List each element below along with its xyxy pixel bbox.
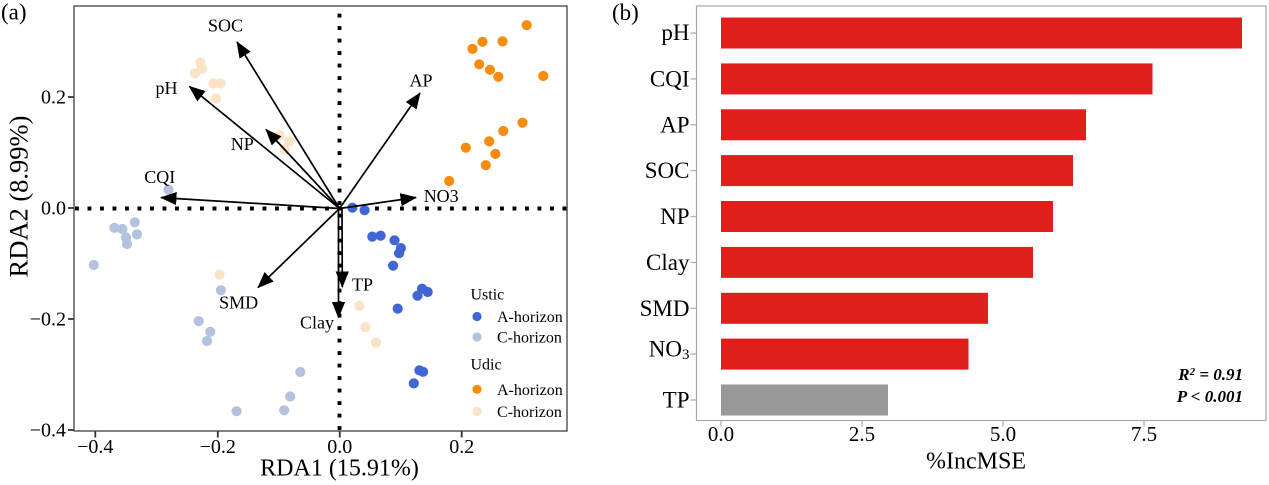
svg-text:C-horizon: C-horizon [497, 404, 562, 421]
svg-text:pH: pH [156, 78, 178, 98]
svg-text:−0.4: −0.4 [30, 419, 66, 441]
svg-text:Ustic: Ustic [471, 286, 505, 303]
svg-text:NO3: NO3 [424, 186, 459, 206]
svg-text:C-horizon: C-horizon [497, 330, 562, 347]
svg-text:0.0: 0.0 [708, 422, 734, 446]
svg-text:−0.4: −0.4 [77, 436, 113, 458]
svg-text:CQI: CQI [144, 167, 175, 187]
svg-text:Clay: Clay [646, 250, 690, 275]
svg-text:pH: pH [661, 20, 689, 45]
svg-text:7.5: 7.5 [1131, 422, 1157, 446]
svg-text:A-horizon: A-horizon [497, 309, 563, 326]
svg-text:RDA1 (15.91%): RDA1 (15.91%) [260, 456, 419, 482]
svg-text:SOC: SOC [645, 158, 690, 183]
svg-text:TP: TP [663, 388, 690, 413]
svg-text:RDA2 (8.99%): RDA2 (8.99%) [4, 116, 34, 278]
svg-text:0.2: 0.2 [449, 436, 474, 458]
svg-text:AP: AP [409, 71, 432, 91]
svg-text:%IncMSE: %IncMSE [926, 449, 1026, 475]
svg-text:Udic: Udic [471, 357, 502, 374]
svg-text:Clay: Clay [300, 313, 334, 333]
svg-text:P < 0.001: P < 0.001 [1176, 387, 1243, 406]
svg-text:CQI: CQI [650, 66, 690, 91]
svg-text:A-horizon: A-horizon [497, 382, 563, 399]
svg-text:2.5: 2.5 [849, 422, 875, 446]
svg-text:TP: TP [352, 275, 373, 295]
svg-text:(a): (a) [1, 0, 27, 25]
svg-text:0.2: 0.2 [41, 86, 66, 108]
svg-text:SOC: SOC [208, 16, 243, 36]
svg-text:0.0: 0.0 [41, 197, 66, 219]
svg-text:SMD: SMD [640, 296, 690, 321]
svg-text:NP: NP [231, 134, 254, 154]
svg-text:5.0: 5.0 [990, 422, 1016, 446]
svg-text:AP: AP [660, 112, 689, 137]
svg-text:R2 = 0.91: R2 = 0.91 [1177, 365, 1243, 384]
svg-text:−0.2: −0.2 [200, 436, 236, 458]
svg-text:SMD: SMD [219, 293, 258, 313]
svg-text:NP: NP [660, 204, 689, 229]
svg-text:(b): (b) [612, 0, 639, 25]
svg-text:−0.2: −0.2 [30, 308, 66, 330]
svg-text:0.0: 0.0 [327, 436, 352, 458]
